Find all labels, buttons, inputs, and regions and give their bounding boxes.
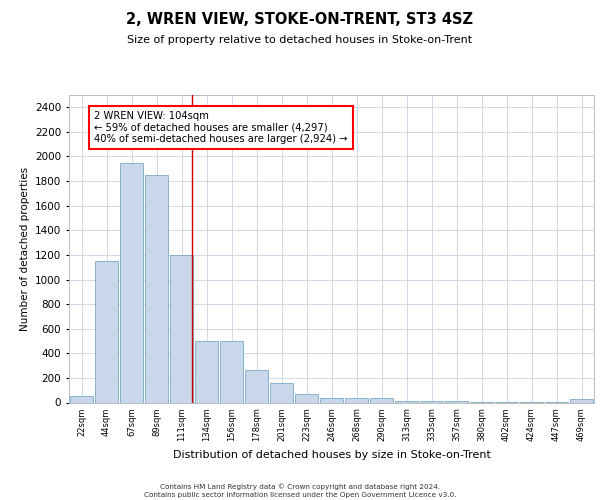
- Bar: [95, 261, 118, 402]
- Bar: [145, 175, 168, 402]
- Bar: [170, 255, 193, 402]
- Bar: [120, 162, 143, 402]
- Bar: [270, 384, 293, 402]
- Bar: [370, 398, 393, 402]
- Bar: [220, 341, 243, 402]
- Bar: [420, 400, 443, 402]
- Bar: [570, 400, 593, 402]
- Bar: [70, 396, 93, 402]
- Bar: [245, 370, 268, 402]
- Text: Size of property relative to detached houses in Stoke-on-Trent: Size of property relative to detached ho…: [127, 35, 473, 45]
- Bar: [195, 341, 218, 402]
- Bar: [295, 394, 318, 402]
- Text: Contains HM Land Registry data © Crown copyright and database right 2024.
Contai: Contains HM Land Registry data © Crown c…: [144, 484, 456, 498]
- Bar: [345, 398, 368, 402]
- Y-axis label: Number of detached properties: Number of detached properties: [20, 166, 29, 331]
- Bar: [320, 398, 343, 402]
- X-axis label: Distribution of detached houses by size in Stoke-on-Trent: Distribution of detached houses by size …: [173, 450, 490, 460]
- Text: 2, WREN VIEW, STOKE-ON-TRENT, ST3 4SZ: 2, WREN VIEW, STOKE-ON-TRENT, ST3 4SZ: [127, 12, 473, 28]
- Text: 2 WREN VIEW: 104sqm
← 59% of detached houses are smaller (4,297)
40% of semi-det: 2 WREN VIEW: 104sqm ← 59% of detached ho…: [94, 111, 347, 144]
